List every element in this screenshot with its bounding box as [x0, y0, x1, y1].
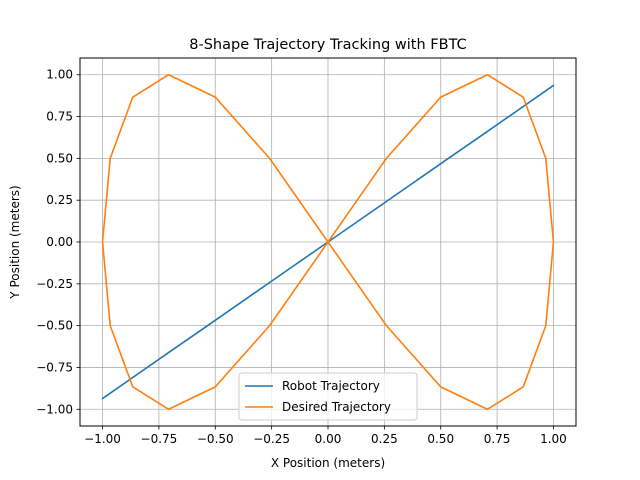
x-tick-label: −0.25 [253, 432, 290, 446]
y-tick-label: 1.00 [46, 68, 73, 82]
y-tick-label: −0.50 [36, 319, 73, 333]
y-tick-label: 0.25 [46, 193, 73, 207]
x-tick-label: 0.50 [427, 432, 454, 446]
series-line-desired [101, 73, 555, 411]
y-tick-label: −0.75 [36, 360, 73, 374]
series-lines [101, 73, 555, 411]
x-tick-label: −0.50 [197, 432, 234, 446]
legend: Robot Trajectory Desired Trajectory [238, 372, 418, 421]
x-tick-label: 0.00 [315, 432, 342, 446]
x-tick-label: 0.25 [371, 432, 398, 446]
y-tick-label: 0.00 [46, 235, 73, 249]
x-tick-label: 0.75 [484, 432, 511, 446]
y-axis-title: Y Position (meters) [8, 185, 22, 299]
legend-box [238, 372, 418, 421]
axis-ticks: −1.00 −0.75 −0.50 −0.25 0.00 0.25 0.50 0.75 1.00… [36, 68, 567, 446]
x-tick-label: −1.00 [84, 432, 121, 446]
chart-title: 8-Shape Trajectory Tracking with FBTC [189, 37, 466, 53]
x-tick-label: 1.00 [540, 432, 567, 446]
x-tick-label: −0.75 [141, 432, 178, 446]
legend-label-robot: Robot Trajectory [282, 379, 380, 393]
legend-label-desired: Desired Trajectory [282, 400, 391, 414]
y-tick-label: −0.25 [36, 277, 73, 291]
x-axis-title: X Position (meters) [271, 456, 385, 470]
y-tick-label: 0.75 [46, 110, 73, 124]
y-tick-label: −1.00 [36, 402, 73, 416]
y-tick-label: 0.50 [46, 151, 73, 165]
